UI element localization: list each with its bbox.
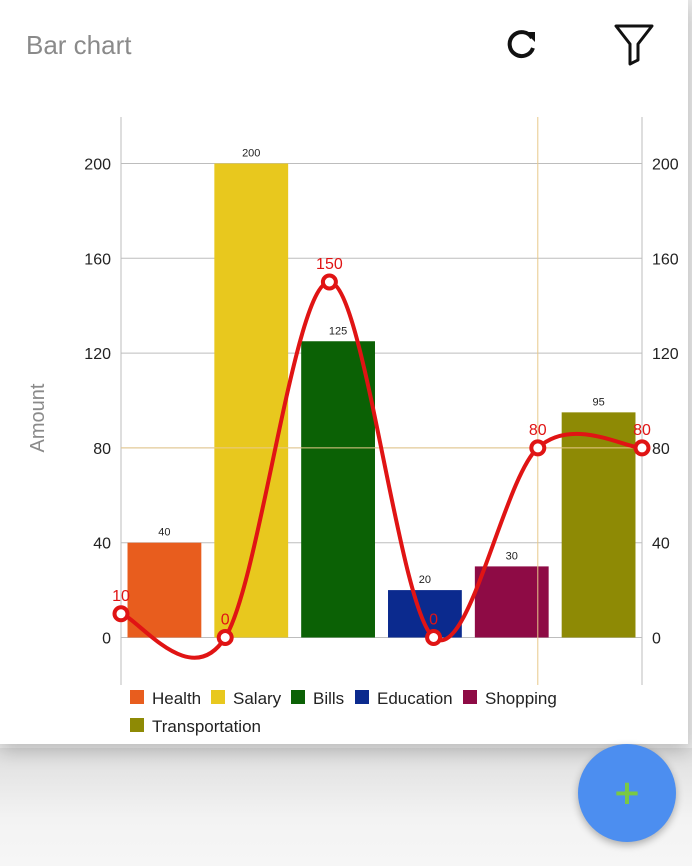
line-point (216, 629, 234, 646)
line-point (112, 605, 130, 623)
legend-label-health: Health (152, 689, 201, 708)
legend-label-salary: Salary (233, 689, 282, 708)
bar-value-label: 30 (506, 550, 518, 562)
line-value-label: 0 (429, 612, 438, 629)
bar-transportation (561, 412, 636, 638)
refresh-icon (507, 30, 535, 59)
legend-label-education: Education (377, 689, 453, 708)
legend-swatch-salary (211, 690, 225, 704)
y-tick-label-left: 200 (84, 157, 111, 174)
line-value-label: 80 (529, 422, 547, 439)
line-point (633, 439, 651, 457)
line-point (425, 629, 443, 646)
bar-health (127, 542, 202, 638)
bar-education (388, 590, 462, 638)
line-value-label: 10 (112, 588, 130, 605)
filter-button[interactable] (610, 20, 658, 68)
chart-card: Bar chart 0 0 40 40 80 80 120 120 160 160 200 200 Am… (0, 0, 688, 744)
y-tick-label-right: 120 (652, 346, 679, 363)
y-tick-label-left: 40 (93, 536, 111, 553)
line-point (320, 273, 338, 291)
legend-swatch-education (355, 690, 369, 704)
y-tick-label-right: 160 (652, 251, 679, 268)
y-tick-label-left: 160 (84, 251, 111, 268)
legend-label-transportation: Transportation (152, 717, 261, 736)
line-value-label: 80 (633, 422, 651, 439)
bar-value-label: 95 (592, 396, 604, 408)
y-axis-label: Amount (27, 383, 49, 452)
legend-label-bills: Bills (313, 689, 344, 708)
y-tick-label-right: 200 (652, 157, 679, 174)
y-tick-label-right: 0 (652, 631, 661, 648)
line-value-label: 0 (221, 612, 230, 629)
plus-icon: + (612, 773, 642, 813)
filter-icon (614, 24, 654, 66)
y-tick-label-right: 80 (652, 441, 670, 458)
refresh-button[interactable] (502, 24, 542, 64)
line-value-label: 150 (316, 256, 343, 273)
y-tick-label-left: 80 (93, 441, 111, 458)
bar-value-label: 200 (242, 148, 260, 160)
bar-value-label: 125 (329, 325, 347, 337)
legend-swatch-bills (291, 690, 305, 704)
line-point (529, 439, 547, 457)
add-button[interactable]: + (578, 744, 676, 842)
bar-shopping (474, 566, 549, 638)
y-tick-label-left: 0 (102, 631, 111, 648)
bar-value-label: 40 (158, 527, 170, 539)
y-tick-label-right: 40 (652, 536, 670, 553)
bar-value-label: 20 (419, 574, 431, 586)
legend-label-shopping: Shopping (485, 689, 557, 708)
legend-swatch-shopping (463, 690, 477, 704)
legend-swatch-transportation (130, 718, 144, 732)
page-title: Bar chart (26, 30, 132, 60)
background-area (0, 748, 692, 866)
y-tick-label-left: 120 (84, 346, 111, 363)
bar-bills (301, 341, 375, 638)
legend-swatch-health (130, 690, 144, 704)
